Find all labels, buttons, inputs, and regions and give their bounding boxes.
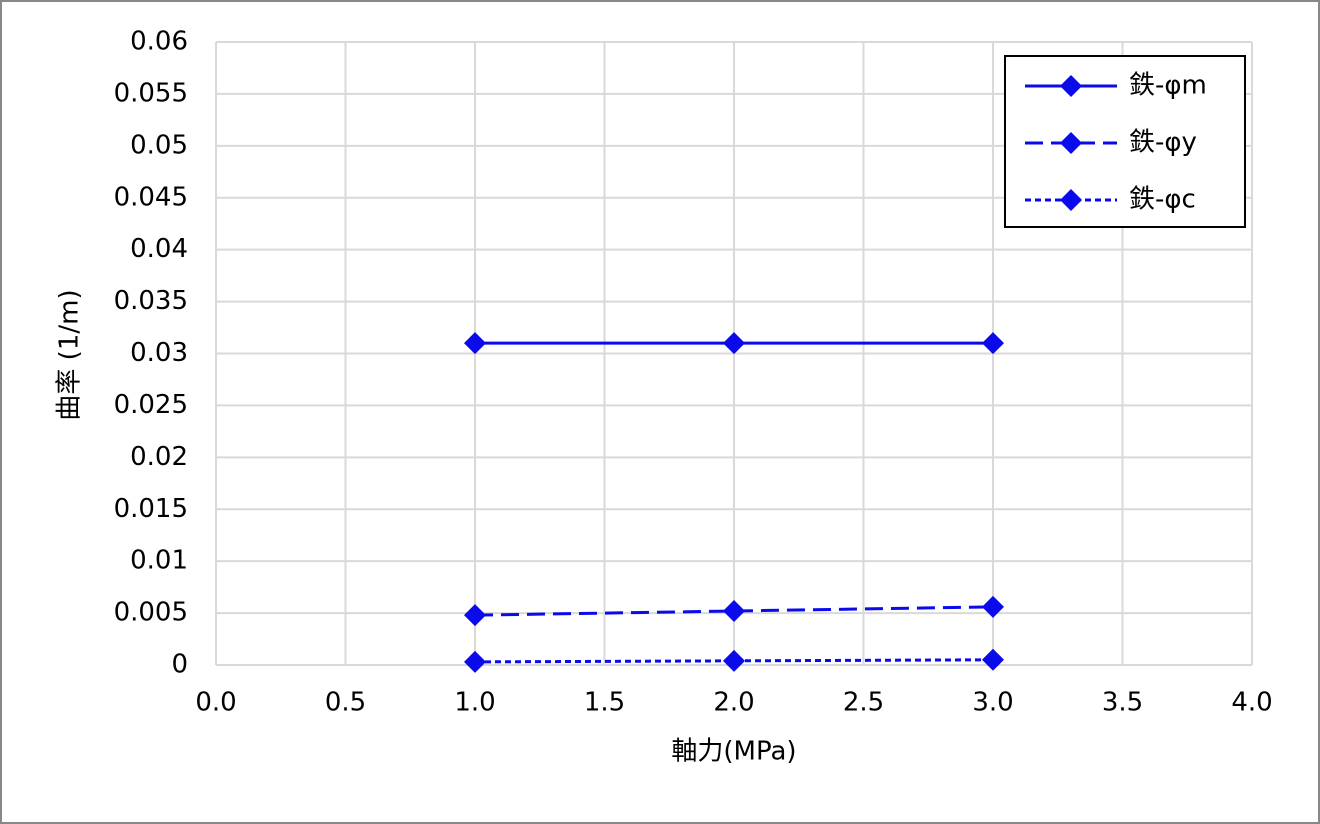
legend-label: 鉄-φm (1129, 71, 1207, 101)
y-tick-label: 0.03 (130, 338, 188, 368)
y-tick-label: 0.01 (130, 546, 188, 576)
series-line (474, 605, 994, 617)
x-tick-label: 2.5 (843, 688, 884, 718)
y-tick-label: 0.005 (114, 598, 188, 628)
y-tick-label: 0.02 (130, 442, 188, 472)
x-tick-label: 1.5 (584, 688, 625, 718)
x-tick-label: 3.5 (1102, 688, 1143, 718)
legend-marker (1060, 189, 1082, 211)
x-tick-label: 3.0 (972, 688, 1013, 718)
legend-label: 鉄-φc (1129, 185, 1196, 215)
x-tick-label: 4.0 (1231, 688, 1272, 718)
legend-marker (1060, 75, 1082, 97)
y-tick-label: 0.04 (130, 234, 188, 264)
data-point (464, 650, 486, 673)
y-axis-title: 曲率 (1/m) (55, 289, 85, 420)
x-axis-title: 軸力(MPa) (671, 737, 796, 767)
data-point (723, 600, 745, 623)
x-tick-label: 1.0 (454, 688, 495, 718)
legend-label: 鉄-φy (1129, 128, 1197, 158)
y-tick-label: 0.035 (114, 286, 188, 316)
y-tick-label: 0.05 (130, 130, 188, 160)
data-point (723, 332, 745, 355)
data-point (464, 604, 486, 627)
series-line (474, 658, 994, 664)
y-tick-label: 0.055 (114, 78, 188, 108)
x-tick-label: 0.5 (325, 688, 366, 718)
data-point (982, 648, 1004, 671)
x-tick-label: 0.0 (195, 688, 236, 718)
legend-marker (1060, 132, 1082, 154)
data-point (723, 649, 745, 672)
y-tick-label: 0.06 (130, 27, 188, 57)
x-tick-label: 2.0 (713, 688, 754, 718)
legend: 鉄-φm 鉄-φy 鉄-φc (1004, 55, 1246, 228)
y-tick-label: 0.015 (114, 494, 188, 524)
data-point (982, 595, 1004, 618)
data-point (464, 332, 486, 355)
y-tick-label: 0 (171, 650, 188, 680)
y-tick-label: 0.025 (114, 390, 188, 420)
y-tick-label: 0.045 (114, 182, 188, 212)
data-point (982, 332, 1004, 355)
